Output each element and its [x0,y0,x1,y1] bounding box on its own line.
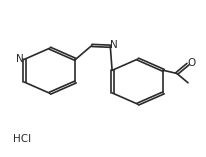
Text: N: N [110,41,118,50]
Text: O: O [188,58,196,68]
Text: HCl: HCl [13,134,31,144]
Text: N: N [16,54,23,64]
